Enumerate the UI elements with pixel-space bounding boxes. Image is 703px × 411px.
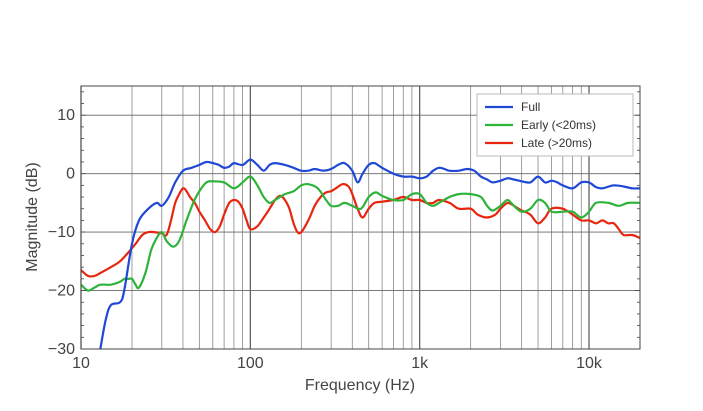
x-tick-label: 1k — [411, 355, 429, 372]
grid — [80, 86, 641, 350]
legend-label-early-20ms: Early (<20ms) — [521, 118, 596, 132]
y-tick-label: −10 — [48, 224, 75, 241]
x-tick-label: 10 — [72, 355, 90, 372]
y-tick-label: 0 — [66, 166, 75, 183]
series-line-full — [99, 158, 640, 349]
legend-label-late-20ms: Late (>20ms) — [521, 136, 592, 150]
legend-label-full: Full — [521, 100, 540, 114]
x-axis-label: Frequency (Hz) — [305, 377, 415, 394]
plot-frame — [80, 85, 641, 350]
y-tick-label: −20 — [48, 283, 75, 300]
y-tick-label: 10 — [57, 107, 75, 124]
series-layer — [81, 158, 640, 349]
series-line-early-20ms — [81, 175, 640, 292]
x-tick-label: 100 — [237, 355, 264, 372]
series-line-late-20ms — [81, 183, 640, 278]
axis-ticks: −30 −20 −10 0 10 10 100 1k 10k — [48, 91, 640, 372]
x-tick-label: 10k — [576, 355, 603, 372]
legend: Full Early (<20ms) Late (>20ms) — [476, 93, 634, 157]
y-tick-label: −30 — [48, 341, 75, 358]
y-axis-label: Magnitude (dB) — [24, 162, 41, 271]
